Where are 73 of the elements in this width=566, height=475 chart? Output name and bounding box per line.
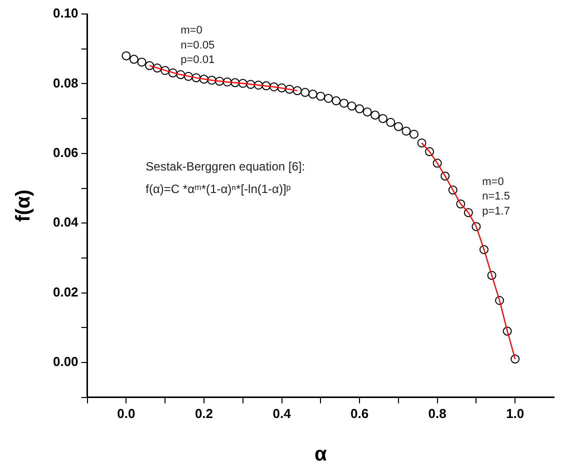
point <box>300 88 310 97</box>
x-tick-label: 0.0 <box>117 406 136 421</box>
annotation: n=1.5 <box>482 190 510 203</box>
point <box>425 147 434 156</box>
y-tick-label: 0.00 <box>52 354 78 370</box>
point <box>316 92 326 101</box>
y-tick-label: 0.06 <box>52 144 78 160</box>
point <box>332 96 341 106</box>
point <box>192 73 201 82</box>
point <box>510 354 520 364</box>
point <box>417 138 426 148</box>
point <box>370 110 380 120</box>
point <box>137 58 146 67</box>
point <box>222 77 232 86</box>
annotation: p=1.7 <box>482 205 510 218</box>
point <box>160 66 170 75</box>
point <box>246 80 256 89</box>
point <box>168 68 178 78</box>
y-tick-label: 0.04 <box>52 214 80 230</box>
y-tick-label: 0.10 <box>52 6 78 21</box>
point <box>355 104 364 114</box>
annotation: p=0.01 <box>180 54 215 66</box>
point <box>215 76 224 86</box>
point <box>402 126 411 136</box>
point <box>152 64 162 73</box>
x-axis-title: α <box>314 444 328 466</box>
point <box>230 78 240 88</box>
point <box>347 102 356 111</box>
x-tick-label: 0.2 <box>194 406 214 421</box>
x-tick-label: 0.6 <box>350 406 369 421</box>
annotation: m=0 <box>180 24 202 37</box>
point <box>487 270 496 280</box>
x-tick-label: 0.4 <box>272 406 292 421</box>
point <box>362 107 372 116</box>
x-tick-label: 0.8 <box>428 406 446 421</box>
point <box>238 78 248 88</box>
point <box>432 158 442 168</box>
point <box>207 76 216 85</box>
point <box>254 80 263 90</box>
point <box>464 208 473 218</box>
point <box>285 84 294 94</box>
x-tick-label: 1.0 <box>506 406 524 421</box>
point <box>339 98 348 108</box>
point <box>269 82 278 92</box>
point <box>277 83 286 92</box>
point <box>199 74 208 84</box>
point <box>386 118 396 127</box>
point <box>495 296 504 306</box>
y-tick-label: 0.08 <box>52 75 78 90</box>
point <box>409 130 418 139</box>
point <box>129 54 138 64</box>
point <box>176 70 186 80</box>
y-tick-label: 0.02 <box>52 284 78 300</box>
point <box>479 245 488 254</box>
point <box>502 326 512 336</box>
point <box>122 51 131 60</box>
point <box>456 199 466 208</box>
point <box>184 72 193 81</box>
point <box>394 122 403 132</box>
point <box>308 90 318 99</box>
point <box>472 222 481 232</box>
y-axis-title: f(α) <box>12 190 35 222</box>
annotation: n=0.05 <box>180 39 215 52</box>
annotation: f(α)=C *αᵐ*(1-α)ⁿ*[-ln(1-α)]ᵖ <box>146 182 292 196</box>
annotation: m=0 <box>482 176 504 188</box>
point <box>292 86 302 96</box>
point <box>378 114 388 124</box>
point <box>440 172 450 181</box>
point <box>145 61 154 70</box>
point <box>448 186 458 195</box>
point <box>324 94 333 103</box>
annotation: Sestak-Berggren equation [6]: <box>146 160 306 174</box>
point <box>262 81 271 90</box>
